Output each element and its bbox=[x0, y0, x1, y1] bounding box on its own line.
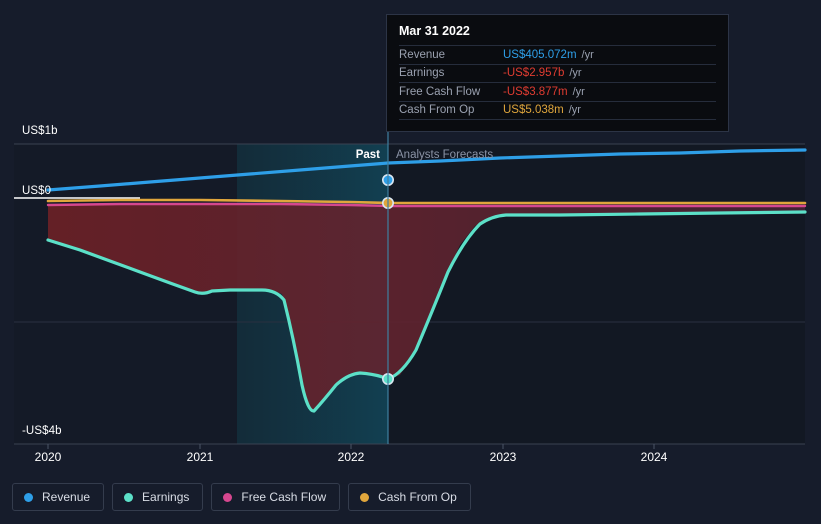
legend-item-revenue[interactable]: Revenue bbox=[12, 483, 105, 511]
series-line-earnings bbox=[46, 210, 807, 413]
tooltip-value-earnings: -US$2.957b bbox=[503, 67, 565, 80]
tooltip-label-earnings: Earnings bbox=[399, 67, 445, 80]
legend-item-earnings[interactable]: Earnings bbox=[112, 483, 204, 511]
tooltip-label-free-cash-flow: Free Cash Flow bbox=[399, 85, 481, 98]
chart-legend: Revenue Earnings Free Cash Flow Cash Fro… bbox=[12, 483, 471, 511]
legend-label-cash-from-op: Cash From Op bbox=[378, 490, 457, 504]
tooltip-row-earnings: Earnings -US$2.957b /yr bbox=[399, 63, 716, 83]
tooltip-unit-revenue: /yr bbox=[581, 48, 594, 61]
x-axis-label-2024: 2024 bbox=[640, 450, 668, 464]
tooltip-row-free-cash-flow: Free Cash Flow -US$3.877m /yr bbox=[399, 82, 716, 101]
legend-label-revenue: Revenue bbox=[42, 490, 91, 504]
legend-label-free-cash-flow: Free Cash Flow bbox=[241, 490, 327, 504]
legend-dot-earnings-icon bbox=[124, 492, 134, 502]
x-axis-ticks bbox=[47, 444, 655, 449]
tooltip-footer-rule bbox=[399, 119, 716, 125]
y-axis-label-0: US$0 bbox=[22, 185, 52, 197]
legend-item-free-cash-flow[interactable]: Free Cash Flow bbox=[211, 483, 341, 511]
chart-svg bbox=[14, 14, 807, 449]
tooltip-unit-earnings: /yr bbox=[569, 67, 582, 80]
data-tooltip: Mar 31 2022 Revenue US$405.072m /yr Earn… bbox=[386, 14, 729, 132]
tooltip-date-title: Mar 31 2022 bbox=[399, 24, 470, 38]
legend-dot-revenue-icon bbox=[24, 492, 33, 502]
tooltip-unit-free-cash-flow: /yr bbox=[572, 85, 585, 98]
tooltip-value-cash-from-op: US$5.038m bbox=[503, 104, 564, 117]
earnings-negative-area bbox=[48, 204, 805, 412]
legend-item-cash-from-op[interactable]: Cash From Op bbox=[348, 483, 471, 511]
x-axis-label-2022: 2022 bbox=[337, 450, 365, 464]
legend-label-earnings: Earnings bbox=[142, 490, 190, 504]
forecast-region bbox=[388, 144, 805, 444]
tooltip-label-revenue: Revenue bbox=[399, 48, 446, 61]
legend-dot-cash-from-op-icon bbox=[360, 492, 370, 502]
forecast-period-label: Analysts Forecasts bbox=[396, 149, 494, 161]
legend-dot-free-cash-flow-icon bbox=[223, 492, 233, 502]
tooltip-label-cash-from-op: Cash From Op bbox=[399, 104, 475, 117]
tooltip-value-revenue: US$405.072m bbox=[503, 48, 577, 61]
tooltip-row-cash-from-op: Cash From Op US$5.038m /yr bbox=[399, 100, 716, 120]
past-period-label: Past bbox=[355, 149, 380, 161]
x-axis-label-2021: 2021 bbox=[186, 450, 214, 464]
tooltip-row-revenue: Revenue US$405.072m /yr bbox=[399, 45, 716, 64]
tooltip-value-free-cash-flow: -US$3.877m bbox=[503, 85, 568, 98]
x-axis-label-2020: 2020 bbox=[34, 450, 62, 464]
y-axis-label-neg4b: -US$4b bbox=[22, 425, 62, 437]
chart-plot-area[interactable]: US$1b US$0 -US$4b 2020 2021 2022 2023 20… bbox=[0, 0, 821, 470]
y-axis-label-1b: US$1b bbox=[22, 125, 58, 137]
x-axis-label-2023: 2023 bbox=[489, 450, 517, 464]
tooltip-unit-cash-from-op: /yr bbox=[568, 104, 581, 117]
